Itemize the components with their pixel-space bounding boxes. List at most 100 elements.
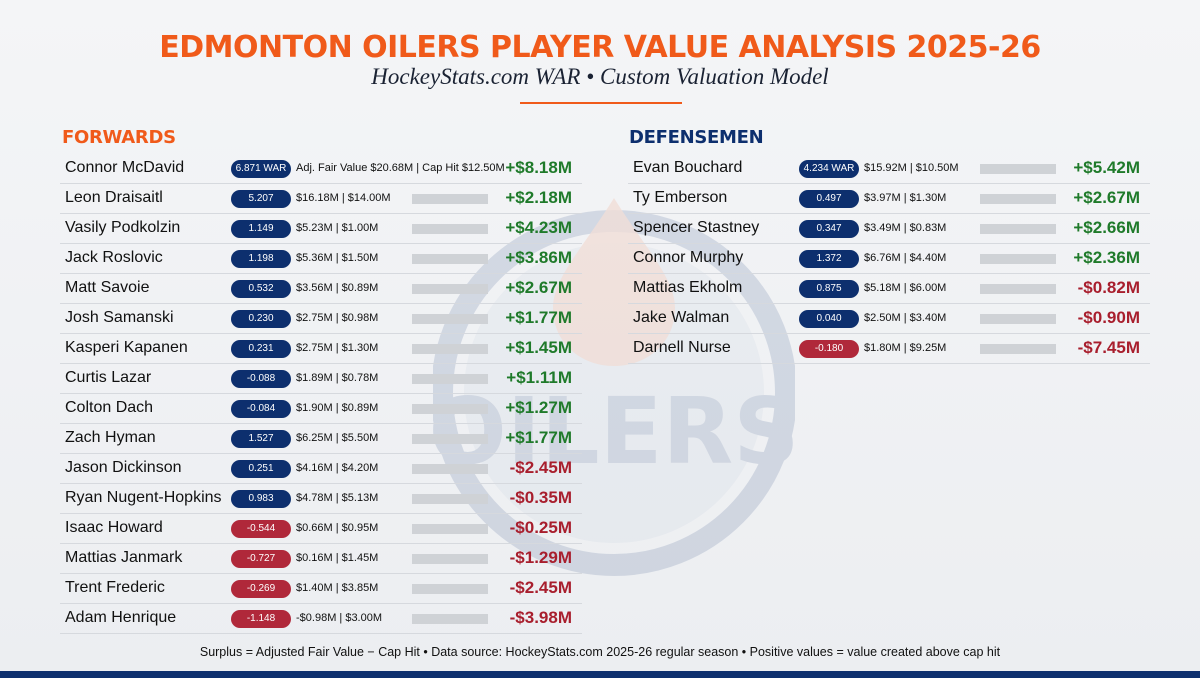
value-bar [980,284,1056,294]
surplus-value: -$0.82M [1077,278,1140,297]
value-bar [412,554,488,564]
value-bar [980,314,1056,324]
surplus-value: -$2.45M [509,578,572,597]
war-badge: 5.207 [231,190,291,208]
player-name: Connor McDavid [65,159,185,176]
player-name: Darnell Nurse [633,339,731,356]
surplus-value: +$1.11M [506,368,572,387]
player-name: Ty Emberson [633,189,728,206]
surplus-value: -$0.90M [1077,308,1140,327]
player-name: Spencer Stastney [633,219,760,236]
player-row: Mattias Ekholm 0.875 $5.18M | $6.00M -$0.82… [628,274,1150,304]
war-badge: -1.148 [231,610,291,628]
player-row: Leon Draisaitl 5.207 $16.18M | $14.00M +$2.… [60,184,582,214]
value-bar [412,464,488,474]
surplus-value: -$3.98M [509,608,572,627]
player-row: Colton Dach -0.084 $1.90M | $0.89M +$1.27M [60,394,582,424]
war-badge: 0.230 [231,310,291,328]
value-bar [412,494,488,504]
war-badge: 1.198 [231,250,291,268]
title-divider [520,102,682,104]
value-bar [412,374,488,384]
oilers-logo-watermark: OILERS [433,198,795,576]
surplus-value: +$1.27M [505,398,572,417]
fair-value-cap-hit: $15.92M | $10.50M [864,162,959,174]
fair-value-cap-hit: $1.90M | $0.89M [296,402,379,414]
war-badge: -0.180 [799,340,859,358]
surplus-value: +$2.67M [505,278,572,297]
value-bar [980,344,1056,354]
war-badge: -0.084 [231,400,291,418]
player-row: Ty Emberson 0.497 $3.97M | $1.30M +$2.67M [628,184,1150,214]
fair-value-cap-hit: $5.18M | $6.00M [864,282,947,294]
forwards-heading: FORWARDS [62,127,176,148]
defensemen-heading: DEFENSEMEN [629,127,764,148]
bottom-accent-bar [0,671,1200,678]
fair-value-cap-hit: $3.56M | $0.89M [296,282,379,294]
war-badge: 0.347 [799,220,859,238]
surplus-value: +$2.18M [505,188,572,207]
surplus-value: -$0.35M [509,488,572,507]
value-bar [412,434,488,444]
player-row: Jack Roslovic 1.198 $5.36M | $1.50M +$3.86M [60,244,582,274]
fair-value-cap-hit: -$0.98M | $3.00M [296,612,383,624]
surplus-value: +$1.77M [505,308,572,327]
war-badge: 0.231 [231,340,291,358]
fair-value-cap-hit: $3.97M | $1.30M [864,192,947,204]
war-badge: 1.149 [231,220,291,238]
surplus-value: +$1.45M [505,338,572,357]
fair-value-cap-hit: $4.16M | $4.20M [296,462,379,474]
surplus-value: +$3.86M [505,248,572,267]
player-name: Jason Dickinson [65,459,182,476]
surplus-value: -$2.45M [509,458,572,477]
watermark-text: OILERS [433,378,795,485]
war-badge: 0.497 [799,190,859,208]
player-name: Evan Bouchard [633,159,743,176]
player-row: Darnell Nurse -0.180 $1.80M | $9.25M -$7.45… [628,334,1150,364]
value-bar [412,314,488,324]
player-row: Jake Walman 0.040 $2.50M | $3.40M -$0.90M [628,304,1150,334]
player-name: Colton Dach [65,399,154,416]
war-badge: 1.372 [799,250,859,268]
player-name: Mattias Janmark [65,549,183,566]
player-name: Jack Roslovic [65,249,163,266]
player-row: Vasily Podkolzin 1.149 $5.23M | $1.00M +$4.… [60,214,582,244]
player-name: Leon Draisaitl [65,189,163,206]
fair-value-cap-hit: $1.80M | $9.25M [864,342,947,354]
war-badge: 4.234 WAR [799,160,859,178]
player-row: Zach Hyman 1.527 $6.25M | $5.50M +$1.77M [60,424,582,454]
war-badge: 0.983 [231,490,291,508]
fair-value-cap-hit: $2.75M | $1.30M [296,342,379,354]
player-name: Zach Hyman [65,429,156,446]
war-badge: 0.251 [231,460,291,478]
player-name: Mattias Ekholm [633,279,743,296]
fair-value-cap-hit: $0.16M | $1.45M [296,552,379,564]
value-bar [412,254,488,264]
player-row: Isaac Howard -0.544 $0.66M | $0.95M -$0.25M [60,514,582,544]
player-row: Josh Samanski 0.230 $2.75M | $0.98M +$1.77M [60,304,582,334]
fair-value-cap-hit: $0.66M | $0.95M [296,522,379,534]
player-row: Spencer Stastney 0.347 $3.49M | $0.83M +$2.… [628,214,1150,244]
war-badge: -0.727 [231,550,291,568]
player-name: Isaac Howard [65,519,163,536]
fair-value-cap-hit: $2.50M | $3.40M [864,312,947,324]
player-row: Connor Murphy 1.372 $6.76M | $4.40M +$2.36M [628,244,1150,274]
surplus-value: -$0.25M [509,518,572,537]
page-subtitle: HockeyStats.com WAR • Custom Valuation M… [371,64,829,89]
fair-value-cap-hit: $6.25M | $5.50M [296,432,379,444]
value-bar [980,224,1056,234]
fair-value-cap-hit: $1.89M | $0.78M [296,372,379,384]
fair-value-cap-hit: $6.76M | $4.40M [864,252,947,264]
war-badge: -0.269 [231,580,291,598]
value-bar [412,584,488,594]
player-name: Adam Henrique [65,609,177,626]
value-bar [412,284,488,294]
war-badge: 1.527 [231,430,291,448]
surplus-value: +$2.67M [1073,188,1140,207]
player-name: Connor Murphy [633,249,744,266]
forwards-list: Connor McDavid 6.871 WAR Adj. Fair Value $… [60,154,582,634]
player-name: Kasperi Kapanen [65,339,188,356]
value-bar [412,614,488,624]
surplus-value: +$8.18M [505,158,572,177]
player-name: Josh Samanski [65,309,174,326]
